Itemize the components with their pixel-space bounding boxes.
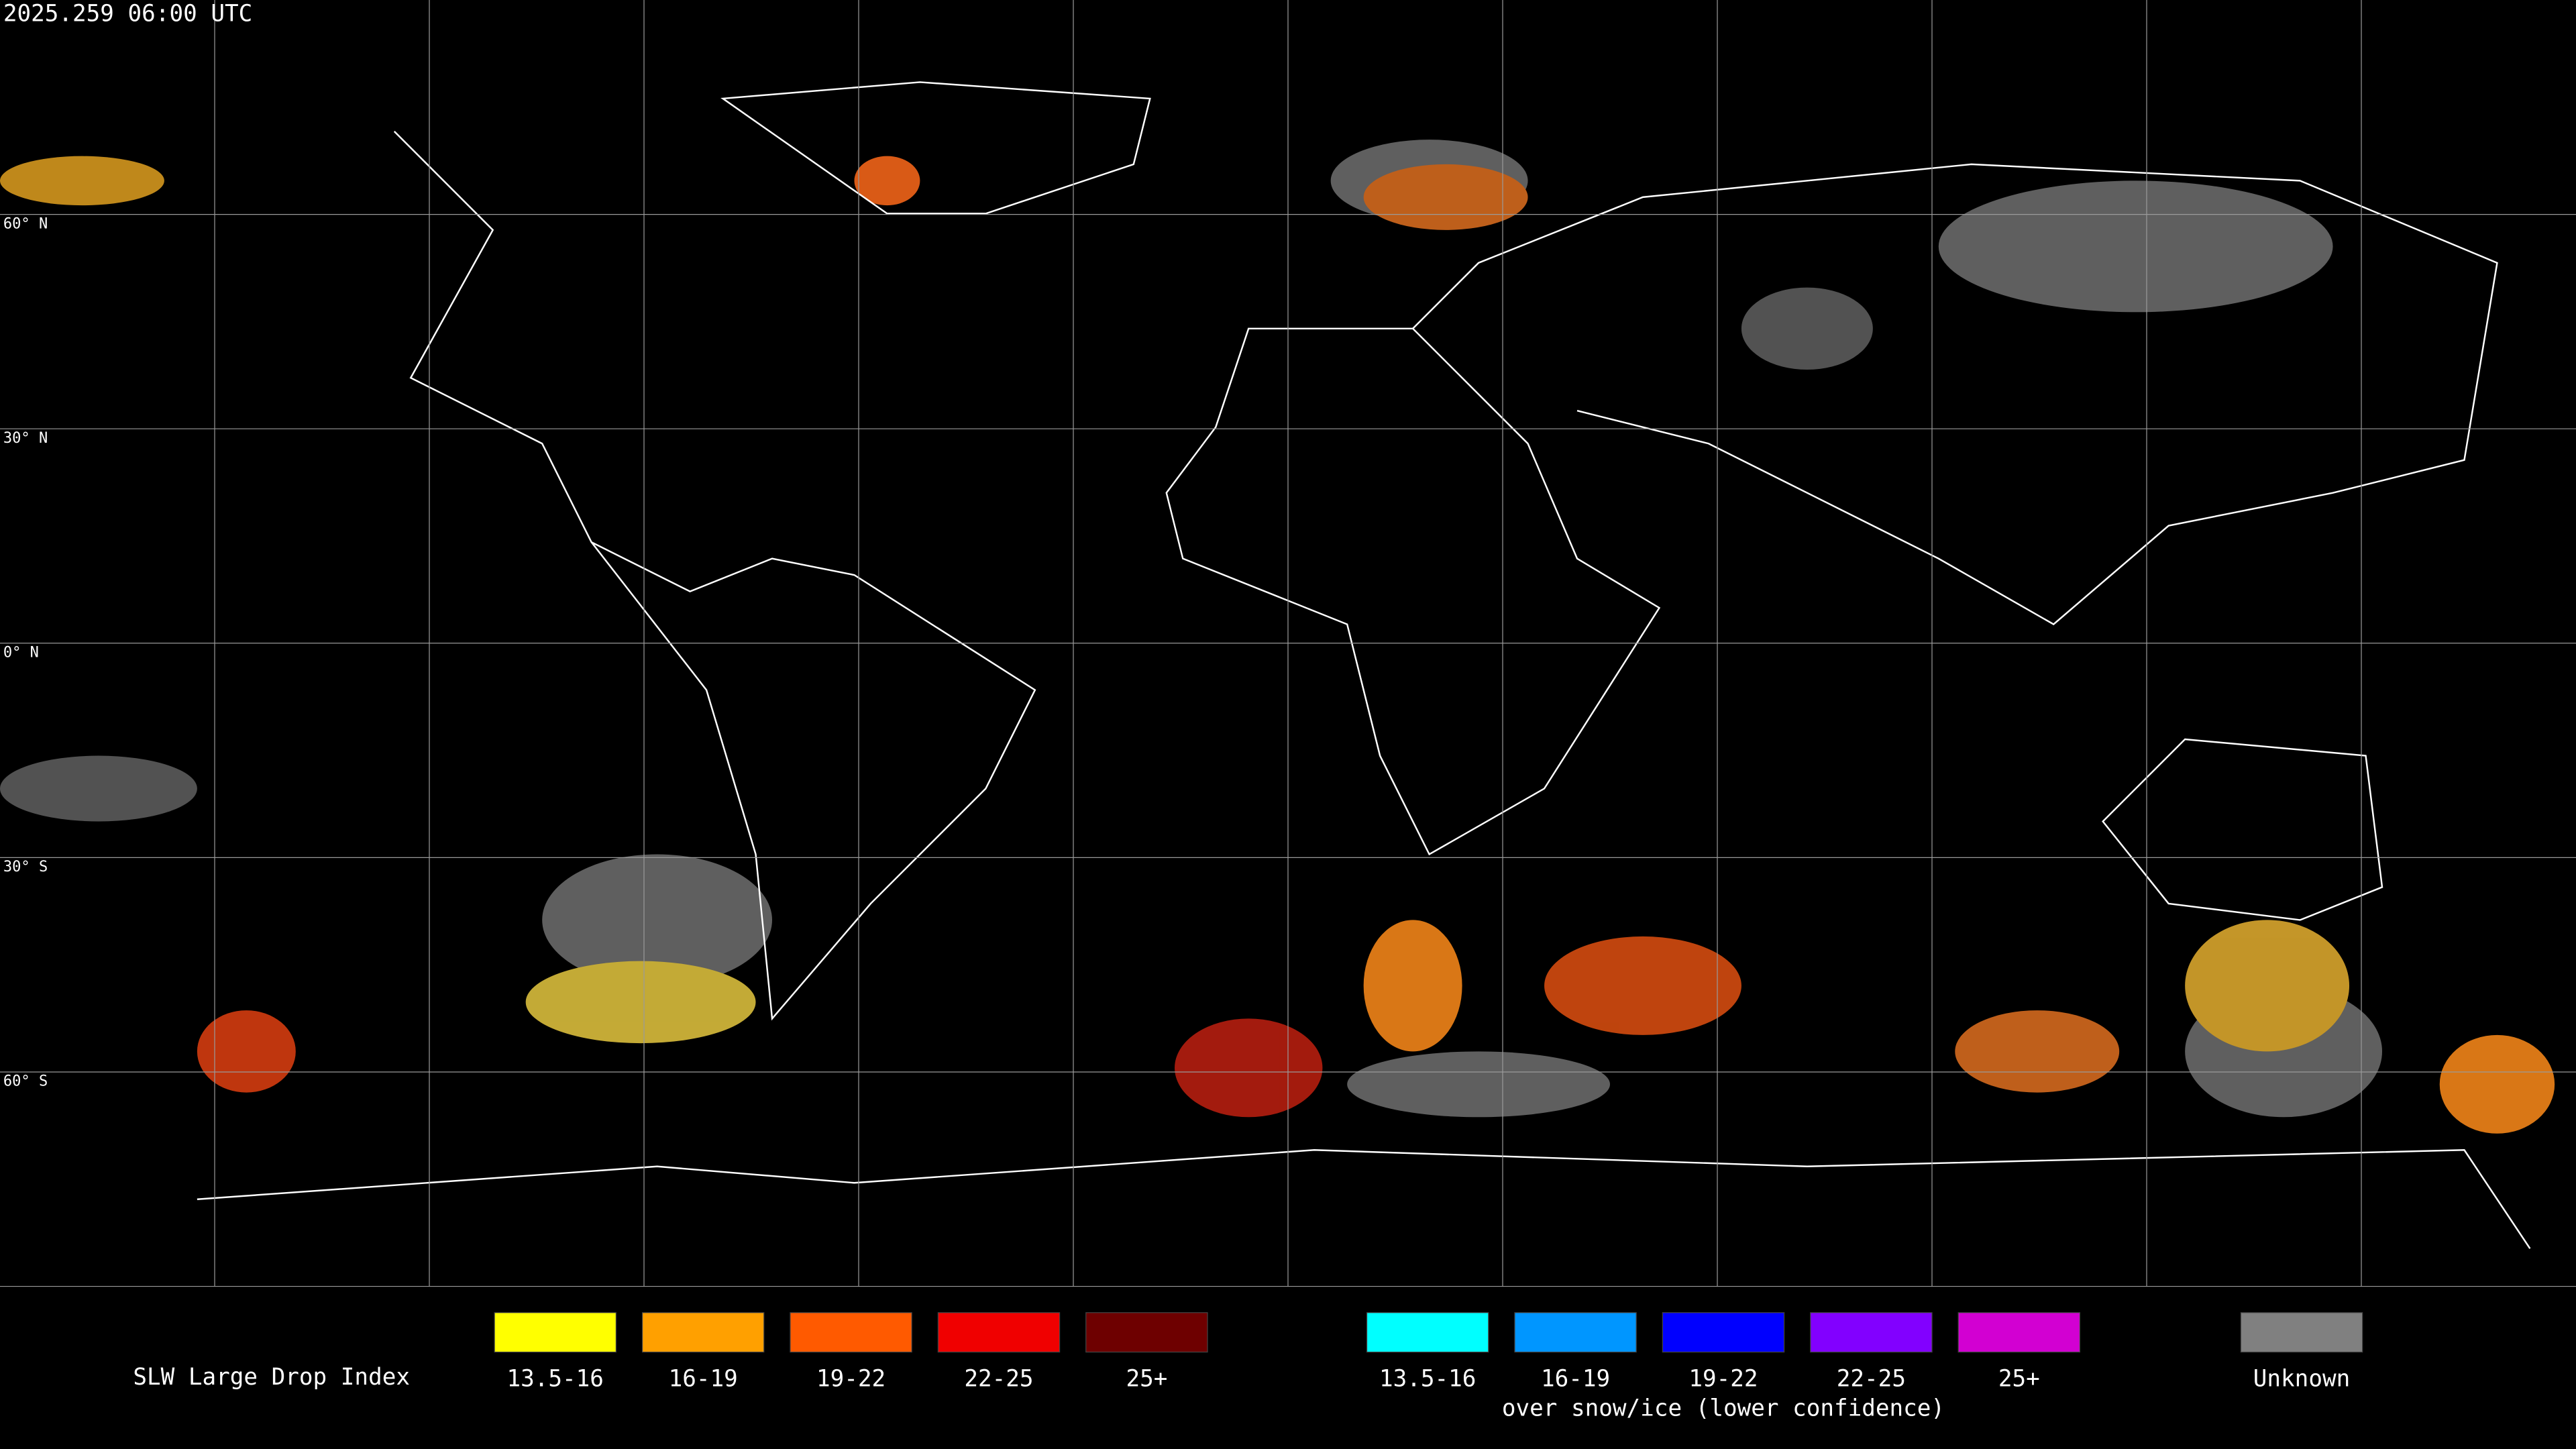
legend-label: 19-22: [816, 1366, 885, 1393]
legend-label: 25+: [1998, 1366, 2040, 1393]
legend-label: Unknown: [2253, 1366, 2350, 1393]
latitude-label: 30° S: [3, 859, 48, 875]
legend-swatch: [1514, 1312, 1637, 1353]
cloud-patches: [0, 140, 2555, 1134]
legend-swatch: [1085, 1312, 1208, 1353]
legend-swatch: [2240, 1312, 2363, 1353]
legend-label: 16-19: [1541, 1366, 1610, 1393]
legend-label: 25+: [1126, 1366, 1167, 1393]
legend-title: SLW Large Drop Index: [133, 1364, 410, 1391]
timestamp: 2025.259 06:00 UTC: [3, 1, 252, 28]
legend-panel: [0, 1286, 2576, 1449]
legend-label: 16-19: [669, 1366, 738, 1393]
graticule: [0, 0, 2576, 1287]
latitude-label: 30° N: [3, 430, 48, 447]
legend-swatch: [1662, 1312, 1785, 1353]
legend-swatch: [641, 1312, 765, 1353]
coastlines: [197, 81, 2531, 1249]
legend-label: 13.5-16: [1379, 1366, 1476, 1393]
legend-label: 13.5-16: [507, 1366, 604, 1393]
legend-label: 19-22: [1688, 1366, 1758, 1393]
legend-caption: over snow/ice (lower confidence): [1502, 1395, 1945, 1422]
latitude-label: 60° N: [3, 215, 48, 232]
latitude-label: 0° N: [3, 644, 39, 661]
legend-swatch: [494, 1312, 616, 1353]
legend-swatch: [1957, 1312, 2081, 1353]
legend-label: 22-25: [964, 1366, 1033, 1393]
legend-swatch: [937, 1312, 1061, 1353]
legend-swatch: [790, 1312, 912, 1353]
legend-swatch: [1366, 1312, 1489, 1353]
legend-swatch: [1810, 1312, 1933, 1353]
latitude-label: 60° S: [3, 1073, 48, 1090]
legend-label: 22-25: [1837, 1366, 1906, 1393]
